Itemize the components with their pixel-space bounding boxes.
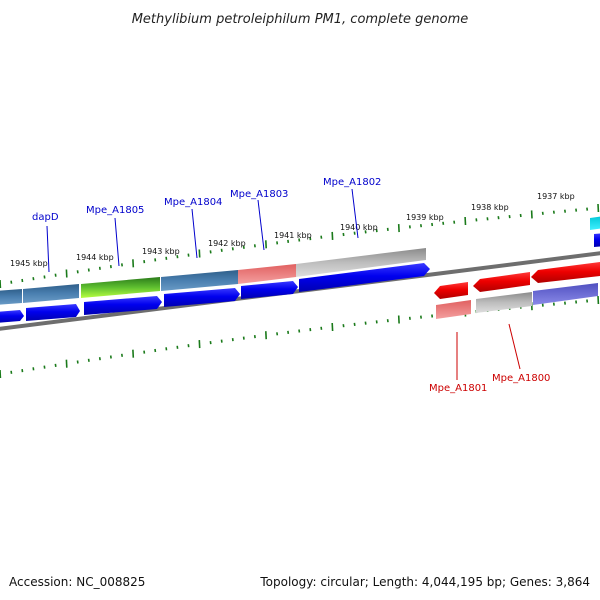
gene-label-Mpe_A1801[interactable]: Mpe_A1801 [429,383,487,394]
accession-label: Accession: NC_008825 [9,575,146,589]
tick-labels: 1945 kbp 1944 kbp 1943 kbp 1942 kbp 1941… [10,192,575,268]
gene-arrow[interactable] [590,216,600,230]
topology-label: Topology: circular; Length: 4,044,195 bp… [260,575,590,589]
gene-label-Mpe_A1800[interactable]: Mpe_A1800 [492,373,550,384]
gene-label-Mpe_A1803[interactable]: Mpe_A1803 [230,189,288,200]
tick-label-1938: 1938 kbp [471,203,509,212]
gene-arrow-Mpe_A1800[interactable] [473,272,530,292]
tick-label-1944: 1944 kbp [76,253,114,262]
gene-arrow[interactable] [0,310,24,323]
feature-band-reverse [436,283,598,319]
feature-band-forward [0,248,426,305]
gene-arrow-Mpe_A1803[interactable] [241,281,298,299]
map-title: Methylibium petroleiphilum PM1, complete… [132,12,469,27]
tick-label-1942: 1942 kbp [208,239,246,248]
tick-label-1945: 1945 kbp [10,259,48,268]
gene-labels: dapD Mpe_A1805 Mpe_A1804 Mpe_A1803 Mpe_A… [32,177,550,394]
gene-label-Mpe_A1805[interactable]: Mpe_A1805 [86,205,144,216]
gene-arrow[interactable] [594,233,600,247]
tick-label-1939: 1939 kbp [406,213,444,222]
gene-arrow-Mpe_A1802[interactable] [299,263,430,292]
feature-block[interactable] [81,277,160,298]
tick-label-1937: 1937 kbp [537,192,575,201]
gene-label-Mpe_A1804[interactable]: Mpe_A1804 [164,197,222,208]
reverse-strand-genes [434,216,600,299]
feature-block[interactable] [23,284,79,303]
tick-label-1943: 1943 kbp [142,247,180,256]
gene-label-dapD[interactable]: dapD [32,212,59,223]
feature-block[interactable] [476,292,532,313]
gene-arrow-Mpe_A1805[interactable] [84,296,162,315]
outer-tick-ring [0,203,600,289]
gene-arrow-Mpe_A1804[interactable] [164,288,240,307]
feature-block[interactable] [533,283,598,305]
gene-arrow-Mpe_A1801[interactable] [434,282,468,299]
feature-block[interactable] [436,300,471,319]
feature-block[interactable] [238,264,296,284]
gene-label-Mpe_A1802[interactable]: Mpe_A1802 [323,177,381,188]
tick-label-1940: 1940 kbp [340,223,378,232]
gene-arrow[interactable] [531,262,600,283]
feature-block[interactable] [161,270,238,291]
forward-strand-genes [0,233,600,323]
tick-label-1941: 1941 kbp [274,231,312,240]
feature-block[interactable] [296,248,426,277]
gene-arrow-dapD[interactable] [26,304,80,321]
feature-block[interactable] [0,289,22,305]
